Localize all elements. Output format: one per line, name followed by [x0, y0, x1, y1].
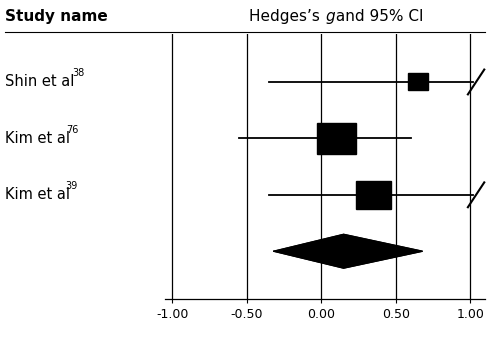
Text: Kim et al: Kim et al — [5, 131, 70, 146]
Bar — [356, 181, 391, 209]
Text: g: g — [325, 9, 334, 24]
Text: and 95% CI: and 95% CI — [331, 9, 424, 24]
Bar — [317, 123, 356, 154]
Text: Hedges’s: Hedges’s — [249, 9, 325, 24]
Bar — [408, 73, 428, 90]
Polygon shape — [274, 234, 422, 268]
Text: Study name: Study name — [5, 9, 108, 24]
Text: 39: 39 — [66, 181, 78, 191]
Text: Shin et al: Shin et al — [5, 74, 74, 89]
Text: Kim et al: Kim et al — [5, 187, 70, 202]
Text: 38: 38 — [72, 68, 85, 79]
Text: 76: 76 — [66, 125, 78, 135]
